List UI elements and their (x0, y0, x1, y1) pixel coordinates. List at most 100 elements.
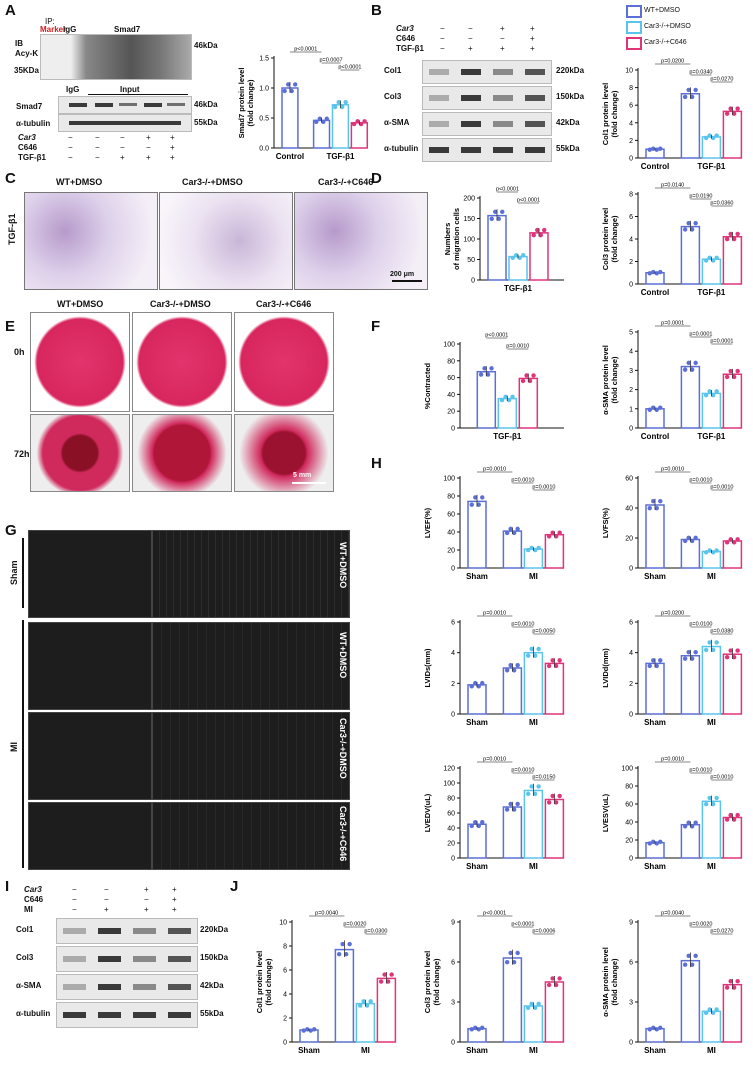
data-point (735, 537, 740, 542)
y-axis-label: α-SMA protein level (601, 345, 610, 415)
bar (502, 530, 523, 569)
data-point (724, 817, 730, 822)
data-point (339, 104, 345, 110)
y-tick-label: 80 (447, 494, 455, 501)
p-value-label: p=0.0010 (483, 757, 506, 763)
blot-strip (422, 138, 552, 162)
condition-sign: − (120, 143, 125, 152)
micrograph-c646 (294, 192, 428, 290)
data-point (553, 663, 559, 669)
panel-label-b: B (371, 2, 382, 19)
condition-sign: − (120, 133, 125, 142)
y-tick-label: 3 (451, 1000, 455, 1007)
condition-sign: − (95, 153, 100, 162)
data-point (343, 952, 349, 957)
data-point (714, 133, 719, 138)
y-tick-label: 80 (447, 796, 455, 803)
y-tick-label: 100 (443, 342, 455, 349)
data-point (536, 646, 541, 652)
data-point (658, 1025, 663, 1031)
bar (487, 214, 507, 281)
y-tick-label: 2 (629, 681, 633, 688)
y-axis-label: (fold change) (264, 958, 273, 1006)
bar (680, 654, 701, 715)
data-point (689, 824, 695, 829)
condition-sign: − (144, 895, 149, 904)
data-point (504, 807, 510, 812)
data-point (469, 502, 474, 507)
y-tick-label: 20 (447, 548, 455, 555)
data-point (500, 209, 505, 214)
p-value-label: p=0.0010 (506, 344, 529, 350)
blot-band (98, 984, 121, 990)
p-value-label: p=0.0360 (710, 201, 733, 207)
y-tick-label: 0 (451, 1040, 455, 1047)
data-point (347, 941, 352, 947)
data-point (496, 216, 501, 222)
p-value-label: p=0.0006 (532, 929, 555, 935)
data-point (358, 121, 364, 127)
acyk-label: Acy-K (15, 49, 39, 58)
data-point (686, 650, 691, 655)
data-point (343, 100, 348, 105)
y-axis-label: LVIDs(mm) (423, 648, 432, 688)
data-point (703, 392, 709, 398)
p-value-label: p=0.0010 (710, 485, 733, 491)
condition-sign: − (146, 143, 151, 152)
y-axis-label: Numbers (443, 223, 452, 256)
c-title-car3: Car3-/-+DMSO (182, 177, 243, 187)
chart-lvidd: LVIDd(mm) 0 2 4 6 Sham MI p=0.0200 p=0.0100p=0.0… (601, 611, 743, 727)
condition-sign: − (468, 24, 473, 33)
y-tick-label: 8 (283, 944, 287, 951)
blot-row-label: α-SMA (384, 118, 410, 127)
data-point (686, 87, 691, 93)
data-point (510, 394, 515, 400)
y-tick-label: 80 (625, 784, 633, 791)
e-title-car3: Car3-/-+DMSO (150, 299, 211, 309)
data-point (654, 407, 659, 412)
condition-sign: + (170, 153, 175, 162)
blot-band (493, 95, 513, 101)
data-point (525, 653, 531, 658)
data-point (317, 116, 323, 121)
data-point (550, 793, 555, 799)
y-axis-label: (fold change) (610, 90, 619, 138)
data-point (654, 1027, 659, 1032)
data-point (357, 1003, 363, 1008)
data-point (707, 255, 712, 260)
bar (701, 392, 722, 429)
c-title-c646: Car3-/-+C646 (318, 177, 374, 187)
condition-sign: + (104, 905, 109, 914)
data-point (714, 548, 719, 553)
data-point (527, 378, 533, 384)
category-label: TGF-β1 (697, 432, 726, 441)
y-tick-label: 3 (629, 1000, 633, 1007)
p-value-label: p=0.0380 (710, 629, 733, 635)
condition-sign: + (144, 905, 149, 914)
bar (544, 798, 565, 859)
data-point (473, 495, 478, 500)
data-point (724, 985, 730, 990)
data-point (529, 784, 534, 789)
ip-label: IP: (45, 17, 55, 26)
y-tick-label: 2 (629, 387, 633, 394)
tubulin-blot-a (58, 114, 192, 132)
y-axis-label: %Contracted (423, 362, 432, 409)
y-tick-label: 1 (629, 406, 633, 413)
bar (376, 977, 397, 1043)
data-point (508, 950, 513, 956)
data-point (480, 495, 485, 500)
data-point (524, 373, 529, 378)
blot-band (63, 984, 86, 990)
data-point (714, 795, 719, 801)
data-point (703, 801, 709, 807)
data-point (480, 680, 485, 686)
bar (722, 816, 743, 859)
data-point (308, 1028, 313, 1033)
blot-kda: 220kDa (200, 925, 229, 934)
c-row-label: TGF-β1 (7, 213, 17, 246)
data-point (508, 663, 513, 668)
data-point (689, 962, 695, 967)
p-value-label: p=0.0300 (364, 929, 387, 935)
p-value-label: p=0.0020 (689, 922, 712, 928)
